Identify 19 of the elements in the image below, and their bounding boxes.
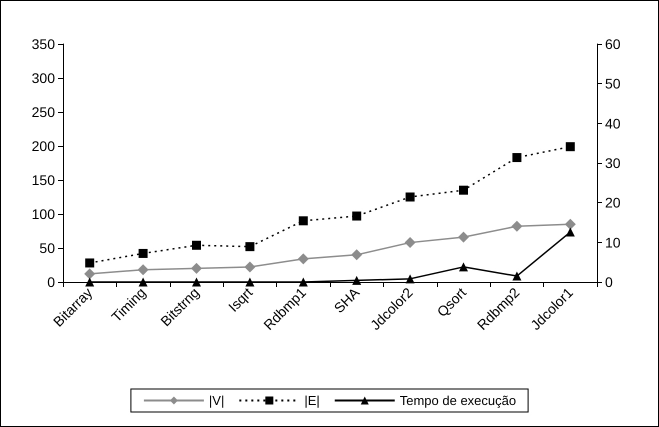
y2-tick-label: 10 [605,234,621,250]
y-tick-label: 250 [32,104,56,120]
y-tick-label: 150 [32,172,56,188]
y2-tick-label: 0 [605,274,613,290]
legend-label: |E| [304,393,320,408]
y-tick-label: 300 [32,70,56,86]
y2-tick-label: 30 [605,155,621,171]
legend-label: |V| [208,393,224,408]
x-tick-label: SHA [330,284,363,316]
legend-label: Tempo de execução [400,393,516,408]
y-tick-label: 100 [32,206,56,222]
y2-tick-label: 40 [605,115,621,132]
y-tick-label: 0 [47,274,56,290]
y-tick-label: 200 [32,138,56,154]
y2-tick-label: 50 [605,76,621,92]
y-tick-label: 50 [39,240,56,256]
y2-tick-label: 20 [605,194,621,211]
y-tick-label: 350 [32,36,56,52]
y2-tick-label: 60 [605,36,621,52]
